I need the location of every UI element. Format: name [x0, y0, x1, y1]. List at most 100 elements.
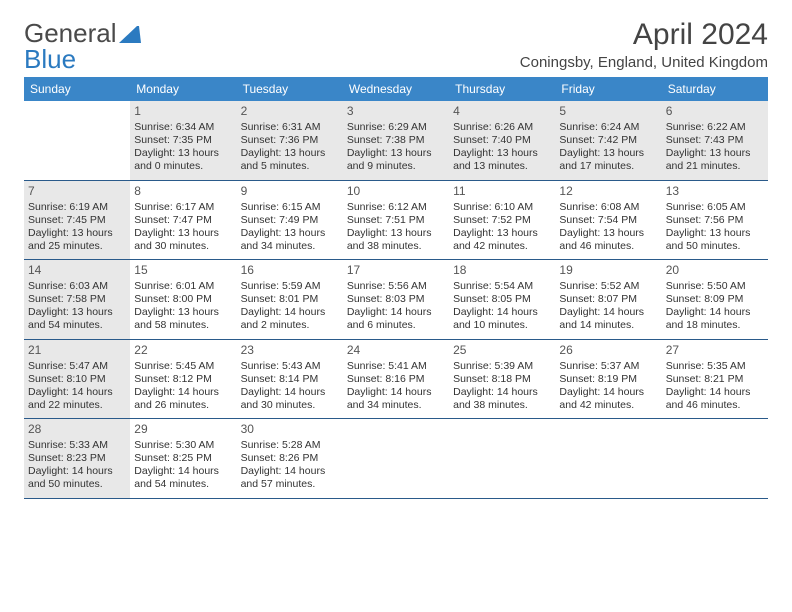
daylight-text: Daylight: 14 hours and 26 minutes.: [134, 386, 232, 412]
daylight-text: Daylight: 13 hours and 17 minutes.: [559, 147, 657, 173]
daylight-text: Daylight: 13 hours and 34 minutes.: [241, 227, 339, 253]
sunset-text: Sunset: 7:45 PM: [28, 214, 126, 227]
day-number: 24: [347, 343, 445, 358]
daylight-text: Daylight: 14 hours and 38 minutes.: [453, 386, 551, 412]
day-cell: 3Sunrise: 6:29 AMSunset: 7:38 PMDaylight…: [343, 101, 449, 180]
sunset-text: Sunset: 7:38 PM: [347, 134, 445, 147]
day-number: 30: [241, 422, 339, 437]
sunrise-text: Sunrise: 6:19 AM: [28, 201, 126, 214]
sunrise-text: Sunrise: 6:05 AM: [666, 201, 764, 214]
sunrise-text: Sunrise: 5:37 AM: [559, 360, 657, 373]
week-row: 28Sunrise: 5:33 AMSunset: 8:23 PMDayligh…: [24, 419, 768, 499]
day-cell: 23Sunrise: 5:43 AMSunset: 8:14 PMDayligh…: [237, 340, 343, 419]
day-number: 21: [28, 343, 126, 358]
daylight-text: Daylight: 14 hours and 10 minutes.: [453, 306, 551, 332]
daylight-text: Daylight: 14 hours and 14 minutes.: [559, 306, 657, 332]
sunrise-text: Sunrise: 5:28 AM: [241, 439, 339, 452]
sunset-text: Sunset: 8:07 PM: [559, 293, 657, 306]
day-number: 4: [453, 104, 551, 119]
sunset-text: Sunset: 8:01 PM: [241, 293, 339, 306]
sunrise-text: Sunrise: 6:29 AM: [347, 121, 445, 134]
day-cell: [24, 101, 130, 180]
day-cell: 4Sunrise: 6:26 AMSunset: 7:40 PMDaylight…: [449, 101, 555, 180]
day-cell: 2Sunrise: 6:31 AMSunset: 7:36 PMDaylight…: [237, 101, 343, 180]
day-number: 23: [241, 343, 339, 358]
day-cell: 13Sunrise: 6:05 AMSunset: 7:56 PMDayligh…: [662, 181, 768, 260]
day-cell: 17Sunrise: 5:56 AMSunset: 8:03 PMDayligh…: [343, 260, 449, 339]
sunrise-text: Sunrise: 5:33 AM: [28, 439, 126, 452]
daylight-text: Daylight: 14 hours and 30 minutes.: [241, 386, 339, 412]
day-number: 1: [134, 104, 232, 119]
daylight-text: Daylight: 13 hours and 30 minutes.: [134, 227, 232, 253]
sunrise-text: Sunrise: 6:22 AM: [666, 121, 764, 134]
day-cell: 14Sunrise: 6:03 AMSunset: 7:58 PMDayligh…: [24, 260, 130, 339]
sunset-text: Sunset: 8:23 PM: [28, 452, 126, 465]
sunrise-text: Sunrise: 6:03 AM: [28, 280, 126, 293]
sunrise-text: Sunrise: 5:45 AM: [134, 360, 232, 373]
day-cell: 19Sunrise: 5:52 AMSunset: 8:07 PMDayligh…: [555, 260, 661, 339]
sunrise-text: Sunrise: 5:59 AM: [241, 280, 339, 293]
day-cell: 20Sunrise: 5:50 AMSunset: 8:09 PMDayligh…: [662, 260, 768, 339]
daylight-text: Daylight: 13 hours and 13 minutes.: [453, 147, 551, 173]
sunset-text: Sunset: 8:16 PM: [347, 373, 445, 386]
sunrise-text: Sunrise: 5:30 AM: [134, 439, 232, 452]
day-number: 14: [28, 263, 126, 278]
day-header-monday: Monday: [130, 77, 236, 101]
daylight-text: Daylight: 14 hours and 50 minutes.: [28, 465, 126, 491]
day-cell: 26Sunrise: 5:37 AMSunset: 8:19 PMDayligh…: [555, 340, 661, 419]
sunrise-text: Sunrise: 6:08 AM: [559, 201, 657, 214]
day-number: 8: [134, 184, 232, 199]
sunset-text: Sunset: 7:52 PM: [453, 214, 551, 227]
day-number: 18: [453, 263, 551, 278]
sunrise-text: Sunrise: 5:56 AM: [347, 280, 445, 293]
day-number: 13: [666, 184, 764, 199]
title-block: April 2024 Coningsby, England, United Ki…: [520, 18, 768, 71]
sunrise-text: Sunrise: 6:12 AM: [347, 201, 445, 214]
day-cell: 16Sunrise: 5:59 AMSunset: 8:01 PMDayligh…: [237, 260, 343, 339]
sunset-text: Sunset: 8:14 PM: [241, 373, 339, 386]
sunset-text: Sunset: 7:42 PM: [559, 134, 657, 147]
day-cell: 27Sunrise: 5:35 AMSunset: 8:21 PMDayligh…: [662, 340, 768, 419]
sunrise-text: Sunrise: 5:41 AM: [347, 360, 445, 373]
daylight-text: Daylight: 13 hours and 54 minutes.: [28, 306, 126, 332]
daylight-text: Daylight: 14 hours and 18 minutes.: [666, 306, 764, 332]
day-cell: [449, 419, 555, 498]
logo-text-2: Blue: [24, 44, 76, 75]
week-row: 7Sunrise: 6:19 AMSunset: 7:45 PMDaylight…: [24, 181, 768, 261]
day-number: 11: [453, 184, 551, 199]
daylight-text: Daylight: 14 hours and 6 minutes.: [347, 306, 445, 332]
day-cell: 29Sunrise: 5:30 AMSunset: 8:25 PMDayligh…: [130, 419, 236, 498]
sunset-text: Sunset: 8:18 PM: [453, 373, 551, 386]
day-cell: [662, 419, 768, 498]
daylight-text: Daylight: 13 hours and 50 minutes.: [666, 227, 764, 253]
day-cell: 5Sunrise: 6:24 AMSunset: 7:42 PMDaylight…: [555, 101, 661, 180]
daylight-text: Daylight: 14 hours and 34 minutes.: [347, 386, 445, 412]
day-number: 28: [28, 422, 126, 437]
page-header: General April 2024 Coningsby, England, U…: [24, 18, 768, 71]
sunrise-text: Sunrise: 5:52 AM: [559, 280, 657, 293]
sunrise-text: Sunrise: 5:54 AM: [453, 280, 551, 293]
day-cell: 9Sunrise: 6:15 AMSunset: 7:49 PMDaylight…: [237, 181, 343, 260]
daylight-text: Daylight: 14 hours and 42 minutes.: [559, 386, 657, 412]
day-number: 20: [666, 263, 764, 278]
sunset-text: Sunset: 8:21 PM: [666, 373, 764, 386]
day-header-saturday: Saturday: [662, 77, 768, 101]
day-cell: 28 Sunrise: 5:33 AMSunset: 8:23 PMDayligh…: [24, 419, 130, 498]
sunrise-text: Sunrise: 6:31 AM: [241, 121, 339, 134]
daylight-text: Daylight: 13 hours and 58 minutes.: [134, 306, 232, 332]
day-cell: 30Sunrise: 5:28 AMSunset: 8:26 PMDayligh…: [237, 419, 343, 498]
sunset-text: Sunset: 7:35 PM: [134, 134, 232, 147]
day-number: 9: [241, 184, 339, 199]
week-row: 21Sunrise: 5:47 AMSunset: 8:10 PMDayligh…: [24, 340, 768, 420]
daylight-text: Daylight: 14 hours and 54 minutes.: [134, 465, 232, 491]
daylight-text: Daylight: 13 hours and 21 minutes.: [666, 147, 764, 173]
day-cell: 8Sunrise: 6:17 AMSunset: 7:47 PMDaylight…: [130, 181, 236, 260]
location-text: Coningsby, England, United Kingdom: [520, 54, 768, 71]
sunrise-text: Sunrise: 6:10 AM: [453, 201, 551, 214]
day-number: 6: [666, 104, 764, 119]
day-header-wednesday: Wednesday: [343, 77, 449, 101]
week-row: 14Sunrise: 6:03 AMSunset: 7:58 PMDayligh…: [24, 260, 768, 340]
daylight-text: Daylight: 13 hours and 38 minutes.: [347, 227, 445, 253]
day-number: 15: [134, 263, 232, 278]
day-cell: 21Sunrise: 5:47 AMSunset: 8:10 PMDayligh…: [24, 340, 130, 419]
